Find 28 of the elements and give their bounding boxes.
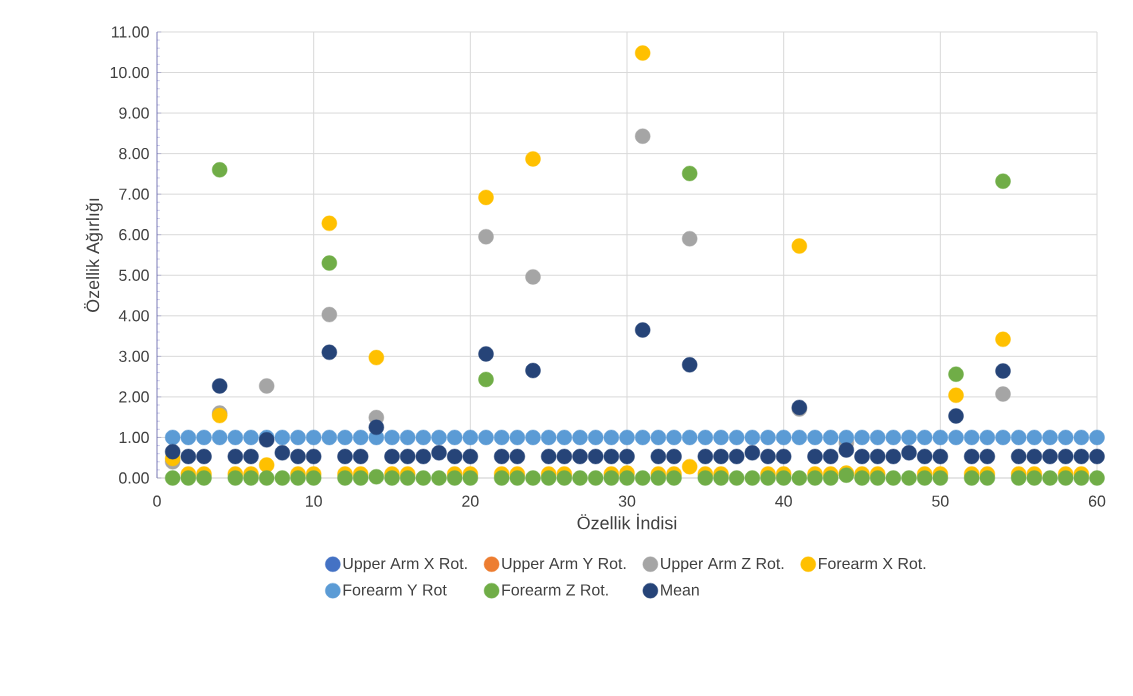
y-tick-label: 11.00 [112,26,149,38]
legend-label: Forearm X Rot. [819,557,926,570]
legend-label: Mean [661,584,699,596]
legend-label: Forearm Y Rot [343,584,447,596]
x-tick-label: 30 [618,495,636,507]
y-tick-label: 5.00 [119,269,149,281]
y-tick-label: 6.00 [119,229,149,241]
legend-label: Upper Arm Y Rot. [502,557,626,573]
x-tick-label: 10 [306,495,322,507]
y-axis-title: Özellik Ağırlığı [84,198,103,312]
y-tick-label: 4.00 [118,310,149,322]
y-tick-label: 10.00 [110,66,149,79]
x-axis-title: Özellik İndisi [577,513,677,530]
y-tick-label: 3.00 [119,350,149,362]
legend-label: Upper Arm X Rot. [343,557,467,573]
y-tick-label: 1.00 [119,431,149,444]
y-tick-label: 7.00 [119,188,149,200]
y-tick-label: 8.00 [119,147,149,160]
x-tick-label: 60 [1088,495,1106,507]
y-tick-label: 2.00 [119,391,149,403]
y-tick-label: 0.00 [119,472,149,484]
legend-label: Forearm Z Rot. [502,584,608,596]
legend-label: Upper Arm Z Rot. [661,557,784,573]
x-tick-label: 0 [153,495,161,507]
x-tick-label: 50 [932,495,949,507]
y-tick-label: 9.00 [119,107,149,119]
x-tick-label: 20 [462,495,479,507]
x-tick-label: 40 [775,495,792,507]
